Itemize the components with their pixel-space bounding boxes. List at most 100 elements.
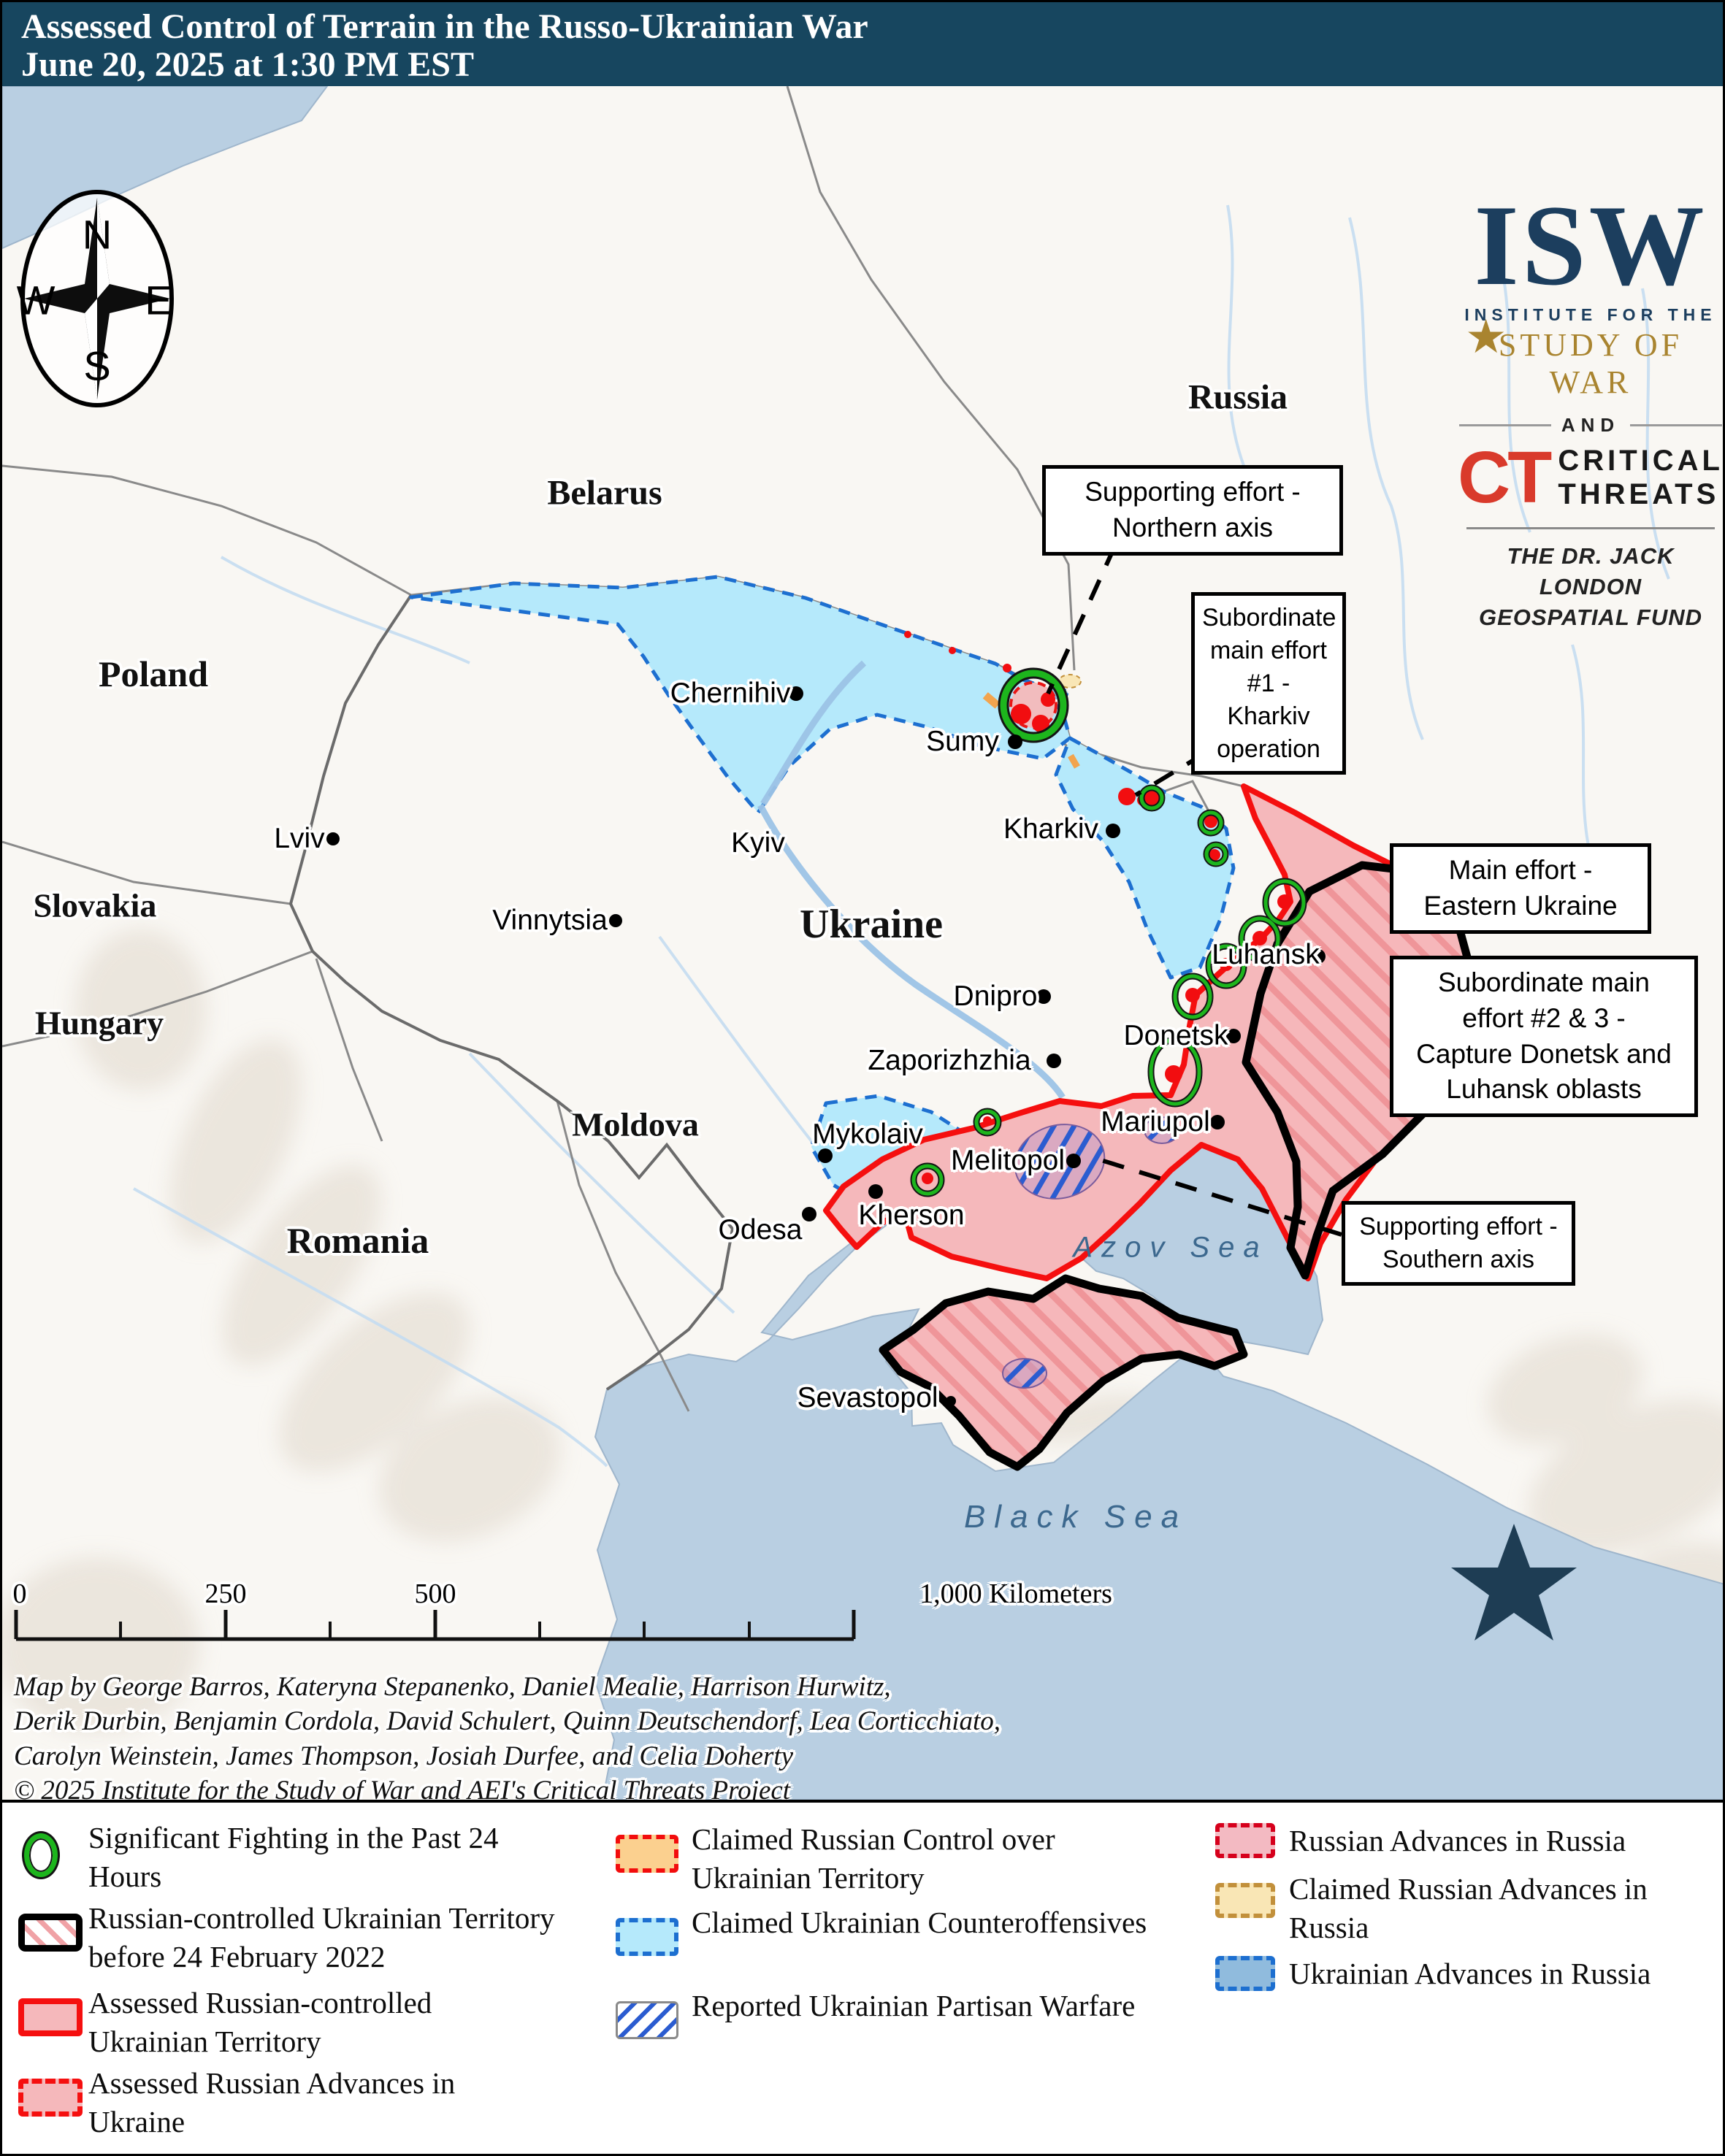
city-dot-zaporizhzhia	[1047, 1054, 1061, 1068]
country-label-moldova: Moldova	[572, 1105, 699, 1143]
isw-subtitle-large: STUDY OF WAR	[1498, 327, 1683, 400]
callout-southern-axis: Supporting effort - Southern axis	[1342, 1201, 1575, 1286]
legend-label-significant-fighting: Significant Fighting in the Past 24 Hour…	[88, 1821, 499, 1894]
legend-swatch-assessed-control	[18, 1998, 83, 2036]
city-label-melitopol: Melitopol	[950, 1145, 1066, 1176]
compass-south-label: S	[83, 342, 111, 389]
country-label-poland: Poland	[98, 653, 209, 694]
city-label-mariupol: Mariupol	[1101, 1106, 1210, 1138]
legend-swatch-claimed-russian-advances-russia	[1215, 1883, 1275, 1918]
black-sea-shape	[594, 1210, 1723, 1800]
compass-rose	[20, 190, 174, 407]
compass-west-label: W	[16, 277, 56, 323]
city-label-mykolaiv: Mykolaiv	[812, 1119, 923, 1150]
credits-line: Map by George Barros, Kateryna Stepanenk…	[14, 1672, 891, 1702]
city-label-dnipro: Dnipro	[953, 981, 1038, 1012]
critical-threats-name: CRITICAL THREATS	[1558, 445, 1724, 510]
isw-star-icon: ★	[1465, 310, 1507, 363]
credits-line: Carolyn Weinstein, James Thompson, Josia…	[14, 1741, 794, 1771]
city-dot-donetsk	[1226, 1029, 1241, 1043]
map-credits: Map by George Barros, Kateryna Stepanenk…	[14, 1670, 1001, 1808]
legend-swatch-pre2022	[18, 1914, 83, 1952]
city-label-lviv: Lviv	[274, 823, 325, 854]
compass-north-label: N	[82, 211, 112, 258]
legend: Significant Fighting in the Past 24 Hour…	[2, 1800, 1723, 2154]
legend-swatch-ukrainian-advances-russia	[1215, 1956, 1275, 1991]
map-date: June 20, 2025 at 1:30 PM EST	[21, 45, 475, 84]
scale-label-500: 500	[414, 1578, 456, 1609]
sea-label-black: Black Sea	[963, 1499, 1188, 1535]
logo-conjunction: AND	[1459, 414, 1722, 437]
isw-logo: ISW	[1474, 182, 1707, 310]
legend-label-claimed-russian-advances-russia: Claimed Russian Advances in Russia	[1289, 1872, 1648, 1945]
city-label-donetsk: Donetsk	[1123, 1020, 1228, 1051]
city-dot-kharkiv	[1106, 824, 1120, 838]
partisan-warfare-areas	[1002, 1116, 1180, 1389]
rivers	[133, 204, 1670, 1468]
isw-subtitle-small: INSTITUTE FOR THE	[1464, 305, 1717, 324]
legend-swatch-assessed-advances	[18, 2079, 83, 2117]
scale-label-1000: 1,000 Kilometers	[919, 1578, 1112, 1609]
city-dot-mykolaiv	[818, 1148, 833, 1163]
country-label-ukraine: Ukraine	[800, 902, 943, 947]
legend-label-pre2022: Russian-controlled Ukrainian Territory b…	[88, 1901, 555, 1974]
country-label-belarus: Belarus	[547, 473, 662, 513]
scale-label-0: 0	[12, 1578, 27, 1609]
legend-label-russian-advances-russia: Russian Advances in Russia	[1289, 1824, 1626, 1857]
geospatial-fund-credit: THE DR. JACK LONDON GEOSPATIAL FUND	[1478, 543, 1703, 630]
country-label-hungary: Hungary	[34, 1004, 164, 1042]
city-dot-dnipro	[1036, 989, 1051, 1004]
city-dot-melitopol	[1066, 1154, 1081, 1168]
compass-east-label: E	[145, 277, 172, 323]
legend-label-claimed-russian-control: Claimed Russian Control over Ukrainian T…	[692, 1822, 1055, 1895]
logo-divider	[1466, 527, 1715, 529]
city-label-luhansk: Luhansk	[1212, 939, 1320, 970]
city-label-sumy: Sumy	[926, 726, 999, 757]
legend-swatch-significant-fighting	[24, 1833, 58, 1877]
city-dot-vinnytsia	[609, 914, 622, 927]
city-dots	[326, 686, 1326, 1406]
legend-swatch-claimed-russian-control	[616, 1835, 678, 1873]
title-bar: Assessed Control of Terrain in the Russo…	[2, 2, 1723, 86]
legend-label-ukrainian-advances-russia: Ukrainian Advances in Russia	[1289, 1957, 1651, 1990]
legend-swatch-claimed-counteroffensives	[616, 1918, 678, 1956]
legend-label-claimed-counteroffensives: Claimed Ukrainian Counteroffensives	[692, 1906, 1147, 1939]
legend-swatch-russian-advances-russia	[1215, 1823, 1275, 1858]
city-label-odesa: Odesa	[718, 1214, 803, 1246]
scale-label-250: 250	[204, 1578, 247, 1609]
sea-label-azov: Azov Sea	[1073, 1231, 1269, 1264]
critical-threats-logo: CT	[1458, 437, 1552, 518]
callout-main-effort: Main effort - Eastern Ukraine	[1390, 843, 1651, 934]
map-title: Assessed Control of Terrain in the Russo…	[21, 7, 868, 46]
city-dot-mariupol	[1210, 1115, 1225, 1129]
callout-northern-axis: Supporting effort - Northern axis	[1042, 465, 1343, 556]
city-label-kharkiv: Kharkiv	[1003, 813, 1099, 845]
credits-line: Derik Durbin, Benjamin Cordola, David Sc…	[14, 1706, 1001, 1737]
city-dot-kherson	[868, 1184, 883, 1199]
city-label-zaporizhzhia: Zaporizhzhia	[868, 1045, 1031, 1076]
ukraine-border	[288, 594, 735, 1391]
country-label-slovakia: Slovakia	[33, 886, 157, 924]
legend-label-assessed-control: Assessed Russian-controlled Ukrainian Te…	[88, 1986, 432, 2059]
city-dot-chernihiv	[789, 686, 803, 701]
city-dot-sumy	[1008, 734, 1022, 749]
scale-bar	[14, 1610, 856, 1641]
country-label-russia: Russia	[1187, 377, 1288, 417]
pre2022-crimea-zone	[879, 1274, 1248, 1471]
city-dot-sevastopol	[946, 1396, 956, 1406]
city-label-kyiv: Kyiv	[731, 827, 785, 859]
legend-label-assessed-advances: Assessed Russian Advances in Ukraine	[88, 2066, 456, 2139]
city-dot-luhansk	[1311, 949, 1326, 964]
legend-label-partisan-warfare: Reported Ukrainian Partisan Warfare	[692, 1989, 1136, 2022]
significant-fighting-markers	[910, 667, 1307, 1197]
city-label-sevastopol: Sevastopol	[797, 1382, 938, 1413]
city-dot-odesa	[802, 1207, 816, 1221]
city-label-vinnytsia: Vinnytsia	[492, 905, 608, 936]
city-label-chernihiv: Chernihiv	[670, 678, 791, 709]
kyiv-capital-star	[1451, 1524, 1577, 1641]
country-label-romania: Romania	[286, 1220, 429, 1261]
city-dot-lviv	[326, 832, 340, 845]
legend-swatch-partisan-warfare	[616, 2001, 678, 2039]
dnipro-river	[757, 660, 1066, 1100]
